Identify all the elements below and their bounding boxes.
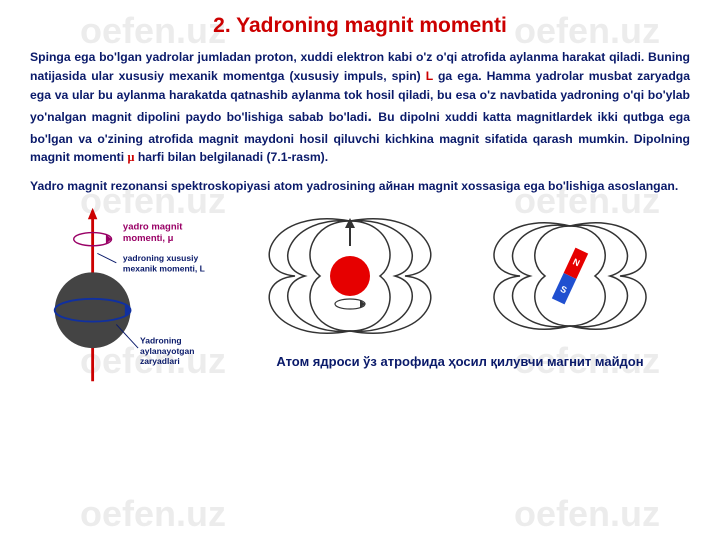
figure-right-group: N S Атом ядроси ўз атрофида ҳосил қилувч… bbox=[240, 206, 680, 369]
figure-bar-magnet: N S bbox=[470, 206, 670, 346]
watermark: oefen.uz bbox=[80, 493, 226, 535]
symbol-L: L bbox=[426, 69, 433, 83]
paragraph-1: Spinga ega bo'lgan yadrolar jumladan pro… bbox=[30, 48, 690, 167]
figure-nucleus-spin: yadro magnit momenti, μ yadroning xususi… bbox=[40, 206, 240, 386]
slide-title: 2. Yadroning magnit momenti bbox=[30, 14, 690, 38]
figure-row: yadro magnit momenti, μ yadroning xususi… bbox=[30, 206, 690, 386]
fig1-label-z-1: Yadroning bbox=[140, 336, 182, 346]
fig1-label-mu-2: momenti, μ bbox=[123, 233, 174, 244]
figure-dipole-sphere bbox=[250, 206, 450, 346]
fig1-label-z-2: aylanayotgan bbox=[140, 346, 194, 356]
p1-seg4: harfi bilan belgilanadi (7.1-rasm). bbox=[134, 150, 328, 164]
paragraph-2: Yadro magnit rezonansi spektroskopiyasi … bbox=[30, 177, 690, 196]
figure-caption: Атом ядроси ўз атрофида ҳосил қилувчи ма… bbox=[240, 354, 680, 369]
fig1-label-mu-1: yadro magnit bbox=[123, 222, 183, 233]
slide-content: 2. Yadroning magnit momenti Spinga ega b… bbox=[0, 0, 720, 386]
p1-dot: . bbox=[368, 108, 379, 125]
fig1-label-z-3: zaryadlari bbox=[140, 356, 180, 366]
fig1-label-L-1: yadroning xususiy bbox=[123, 253, 199, 263]
fig1-label-L-2: mexanik momenti, L bbox=[123, 264, 205, 274]
watermark: oefen.uz bbox=[514, 493, 660, 535]
